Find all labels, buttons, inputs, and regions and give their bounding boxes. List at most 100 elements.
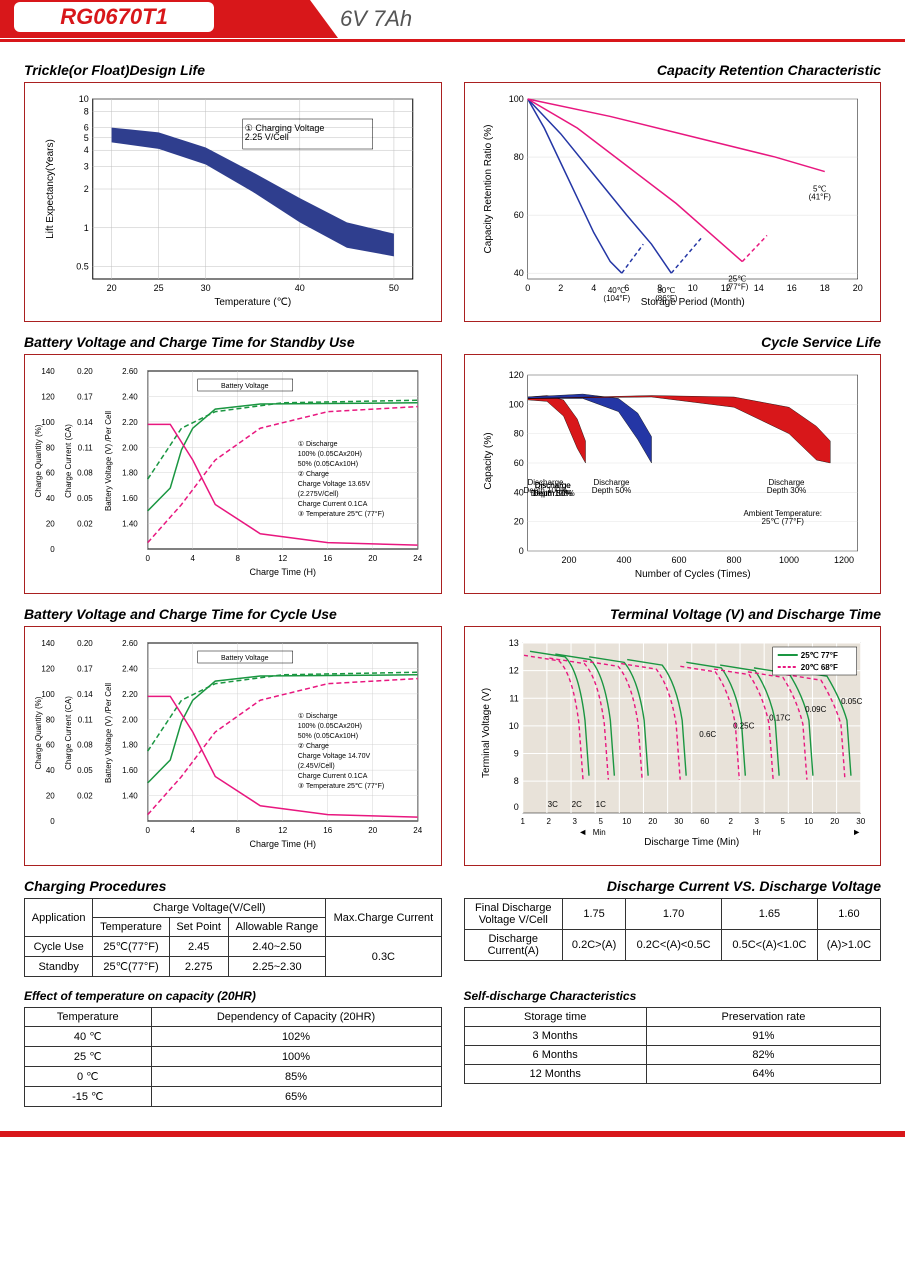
svg-text:100% (0.05CAx20H): 100% (0.05CAx20H): [298, 451, 362, 458]
svg-text:2.20: 2.20: [122, 418, 138, 427]
terminal-title: Terminal Voltage (V) and Discharge Time: [464, 606, 882, 622]
svg-text:80: 80: [513, 429, 523, 439]
svg-text:Temperature (℃): Temperature (℃): [214, 297, 291, 308]
svg-text:12: 12: [278, 554, 287, 563]
svg-text:80: 80: [46, 443, 55, 452]
svg-text:120: 120: [508, 370, 523, 380]
svg-text:1.80: 1.80: [122, 469, 138, 478]
svg-text:50% (0.05CAx10H): 50% (0.05CAx10H): [298, 461, 358, 468]
svg-text:Min: Min: [592, 828, 605, 837]
svg-text:12: 12: [278, 826, 287, 835]
svg-text:25℃(77°F): 25℃(77°F): [726, 275, 749, 292]
sub-sp: Set Point: [169, 918, 228, 937]
max-header: Max.Charge Current: [326, 899, 441, 937]
svg-text:Charge Current (CA): Charge Current (CA): [64, 696, 73, 770]
r0c0: Cycle Use: [25, 937, 93, 957]
dr2-3: (A)>1.0C: [817, 930, 880, 961]
svg-text:140: 140: [41, 367, 55, 376]
svg-text:80: 80: [513, 152, 523, 162]
discharge-table: Final Discharge Voltage V/Cell 1.75 1.70…: [464, 898, 882, 961]
svg-text:② Charge: ② Charge: [298, 742, 329, 750]
cycle-use-chart: 1401201008060402000.200.170.140.110.080.…: [24, 626, 442, 866]
sub-ar: Allowable Range: [228, 918, 326, 937]
svg-text:3C: 3C: [547, 800, 557, 809]
r0c3: 2.40~2.50: [228, 937, 326, 957]
svg-text:10: 10: [79, 94, 89, 104]
svg-text:100% (0.05CAx20H): 100% (0.05CAx20H): [298, 723, 362, 730]
svg-text:Charge Current (CA): Charge Current (CA): [64, 424, 73, 498]
svg-text:18: 18: [819, 283, 829, 293]
cv-header: Charge Voltage(V/Cell): [93, 899, 326, 918]
capacity-title: Capacity Retention Characteristic: [464, 62, 882, 78]
svg-text:2.40: 2.40: [122, 392, 138, 401]
svg-text:Lift Expectancy(Years): Lift Expectancy(Years): [45, 139, 56, 239]
svg-text:0: 0: [146, 826, 151, 835]
svg-text:0.09C: 0.09C: [805, 705, 827, 714]
svg-text:0.17: 0.17: [77, 392, 93, 401]
svg-text:Charge Voltage 14.70V: Charge Voltage 14.70V: [298, 753, 371, 760]
svg-text:40: 40: [295, 283, 305, 293]
svg-text:4: 4: [191, 554, 196, 563]
svg-text:30: 30: [856, 817, 865, 826]
svg-text:140: 140: [41, 639, 55, 648]
svg-text:1.40: 1.40: [122, 520, 138, 529]
dr2h: Discharge Current(A): [464, 930, 563, 961]
svg-text:DischargeDepth 30%: DischargeDepth 30%: [766, 478, 806, 495]
svg-text:DischargeDepth 50%: DischargeDepth 50%: [591, 478, 631, 495]
svg-text:2: 2: [728, 817, 733, 826]
svg-text:9: 9: [513, 749, 518, 759]
cycle-life-chart: 12010080604020020040060080010001200Disch…: [464, 354, 882, 594]
svg-text:0.05C: 0.05C: [841, 697, 863, 706]
svg-text:20℃ 68°F: 20℃ 68°F: [800, 663, 837, 672]
svg-text:0.14: 0.14: [77, 690, 93, 699]
svg-text:Battery Voltage: Battery Voltage: [221, 383, 269, 390]
svg-text:20: 20: [46, 792, 55, 801]
svg-text:1: 1: [520, 817, 525, 826]
dr1h: Final Discharge Voltage V/Cell: [464, 899, 563, 930]
svg-text:4: 4: [591, 283, 596, 293]
svg-text:400: 400: [616, 555, 631, 565]
dr1-3: 1.60: [817, 899, 880, 930]
svg-text:40: 40: [46, 494, 55, 503]
r0c1: 25℃(77°F): [93, 937, 169, 957]
svg-text:2: 2: [558, 283, 563, 293]
trickle-title: Trickle(or Float)Design Life: [24, 62, 442, 78]
svg-text:24: 24: [413, 554, 422, 563]
svg-text:200: 200: [561, 555, 576, 565]
svg-text:16: 16: [786, 283, 796, 293]
svg-text:Battery Voltage (V) /Per Cell: Battery Voltage (V) /Per Cell: [104, 411, 113, 511]
svg-text:20: 20: [46, 520, 55, 529]
svg-text:1.60: 1.60: [122, 494, 138, 503]
model-number: RG0670T1: [14, 2, 214, 32]
svg-text:3: 3: [572, 817, 577, 826]
svg-text:3: 3: [754, 817, 759, 826]
svg-text:1.40: 1.40: [122, 792, 138, 801]
svg-text:16: 16: [323, 554, 332, 563]
svg-text:60: 60: [513, 458, 523, 468]
svg-text:600: 600: [671, 555, 686, 565]
svg-text:13: 13: [508, 638, 518, 648]
svg-text:0.11: 0.11: [78, 443, 94, 452]
svg-text:③ Temperature 25℃ (77°F): ③ Temperature 25℃ (77°F): [298, 782, 384, 790]
standby-chart: 1401201008060402000.200.170.140.110.080.…: [24, 354, 442, 594]
svg-text:1.80: 1.80: [122, 741, 138, 750]
svg-text:0.5: 0.5: [76, 262, 89, 272]
svg-text:10: 10: [804, 817, 813, 826]
svg-text:Charge Current 0.1CA: Charge Current 0.1CA: [298, 773, 368, 780]
svg-text:0.05: 0.05: [77, 766, 93, 775]
svg-text:80: 80: [46, 715, 55, 724]
cycle-use-title: Battery Voltage and Charge Time for Cycl…: [24, 606, 442, 622]
svg-text:Number of Cycles (Times): Number of Cycles (Times): [634, 569, 750, 580]
footer-bar: [0, 1131, 905, 1137]
svg-text:120: 120: [41, 392, 55, 401]
svg-text:100: 100: [508, 94, 523, 104]
svg-text:2.60: 2.60: [122, 367, 138, 376]
svg-text:(2.275V/Cell): (2.275V/Cell): [298, 491, 339, 498]
spec-label: 6V 7Ah: [340, 6, 412, 32]
svg-text:50: 50: [389, 283, 399, 293]
svg-text:① Discharge: ① Discharge: [298, 712, 338, 720]
svg-text:100: 100: [41, 418, 55, 427]
svg-text:DischargeDepth 100%: DischargeDepth 100%: [523, 478, 567, 495]
svg-text:Terminal Voltage (V): Terminal Voltage (V): [480, 688, 491, 778]
svg-text:25: 25: [154, 283, 164, 293]
